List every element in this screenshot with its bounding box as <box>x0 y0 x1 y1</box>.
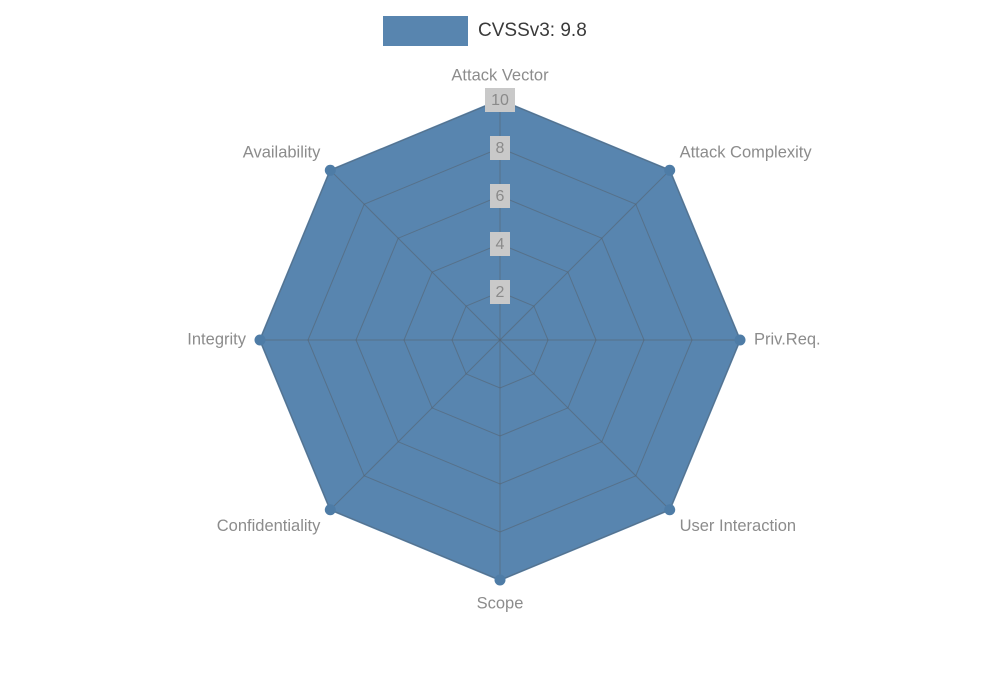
tick-label-bg <box>490 136 510 160</box>
radar-point <box>664 164 676 176</box>
tick-label-bg <box>490 184 510 208</box>
radar-point <box>254 334 266 346</box>
axis-label: Integrity <box>187 330 246 348</box>
tick-label: 2 <box>496 284 505 301</box>
radar-point <box>494 574 506 586</box>
axis-label: Scope <box>477 594 524 612</box>
tick-label-bg <box>490 280 510 304</box>
axis-label: User Interaction <box>680 517 796 535</box>
radar-point <box>734 334 746 346</box>
tick-label: 4 <box>496 236 505 253</box>
axis-label: Attack Complexity <box>680 144 813 162</box>
radar-grid-spoke <box>499 169 671 341</box>
radar-grid-spoke <box>499 339 671 511</box>
radar-grid-spoke <box>329 339 501 511</box>
axis-label: Attack Vector <box>451 66 549 84</box>
legend-label: CVSSv3: 9.8 <box>478 20 587 41</box>
radar-point <box>324 504 336 516</box>
tick-label: 10 <box>491 92 509 109</box>
radar-point <box>324 164 336 176</box>
axis-label: Confidentiality <box>217 517 321 535</box>
axis-label: Priv.Req. <box>754 330 821 348</box>
axis-label: Availability <box>243 144 321 162</box>
tick-label-bg <box>490 232 510 256</box>
tick-label: 8 <box>496 140 505 157</box>
legend-swatch <box>383 16 468 46</box>
radar-point <box>664 504 676 516</box>
tick-label-bg <box>485 88 515 112</box>
tick-label: 6 <box>496 188 505 205</box>
legend-item[interactable]: CVSSv3: 9.8 <box>383 16 587 46</box>
radar-grid-spoke <box>329 169 501 341</box>
